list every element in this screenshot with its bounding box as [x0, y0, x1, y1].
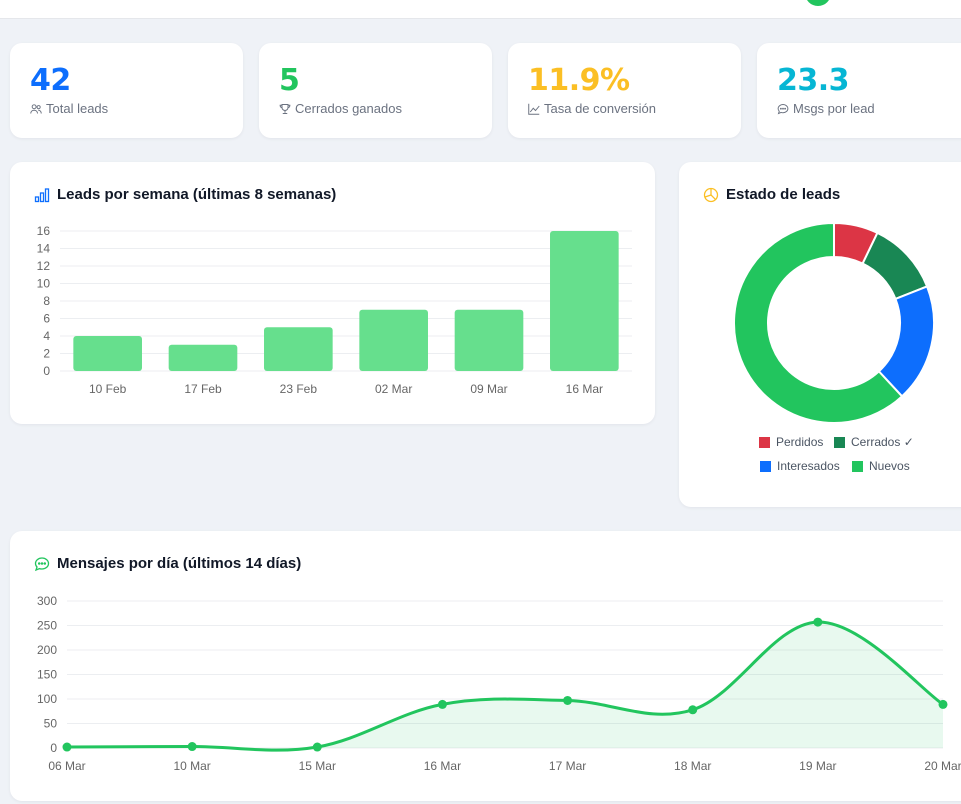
bar	[264, 327, 333, 371]
stat-value: 5	[279, 63, 300, 98]
stat-label-row: Msgs por lead	[777, 101, 875, 116]
legend-item-interesados[interactable]: Interesados	[760, 459, 840, 473]
data-point	[813, 617, 823, 627]
legend-label: Interesados	[777, 459, 840, 473]
y-tick-label: 16	[37, 224, 51, 238]
data-point	[312, 742, 322, 752]
doughnut-slice	[861, 231, 929, 301]
data-point	[563, 695, 573, 705]
graph-up-icon	[528, 103, 540, 115]
stat-value: 11.9%	[528, 63, 630, 98]
stat-label: Total leads	[46, 101, 109, 116]
stat-value: 42	[30, 63, 71, 98]
y-tick-label: 4	[43, 329, 50, 343]
weekly-leads-bar-chart: 0 2 4 6 8 10 12 14 16 10 Feb 17 Feb 23 Feb 02 Mar 09 …	[37, 224, 632, 396]
legend-item-perdidos[interactable]: Perdidos	[759, 435, 823, 449]
legend-label: Perdidos	[776, 435, 824, 449]
x-tick-label: 19 Mar	[799, 759, 836, 773]
legend-item-cerrados[interactable]: Cerrados ✓	[834, 435, 914, 449]
x-tick-label: 06 Mar	[48, 759, 85, 773]
y-tick-label: 200	[37, 643, 57, 657]
y-tick-label: 8	[43, 294, 50, 308]
weekly-leads-card: Leads por semana (últimas 8 semanas) 0 2 4…	[10, 162, 655, 424]
stat-card-conversion-rate: 11.9% Tasa de conversión	[508, 43, 741, 138]
bar	[168, 344, 238, 371]
pie-chart-icon	[703, 187, 719, 202]
stat-card-msgs-per-lead: 23.3 Msgs por lead	[757, 43, 961, 138]
legend-swatch	[834, 436, 845, 448]
stat-label: Msgs por lead	[793, 101, 875, 116]
chat-icon	[777, 103, 789, 114]
legend-swatch	[760, 460, 771, 472]
stat-card-total-leads: 42 Total leads	[10, 43, 243, 138]
y-tick-label: 0	[43, 364, 50, 378]
data-point	[187, 742, 197, 752]
legend-label: Cerrados ✓	[851, 435, 914, 449]
y-tick-label: 0	[50, 741, 57, 755]
bar	[73, 336, 142, 371]
x-tick-label: 16 Mar	[424, 759, 461, 773]
x-tick-label: 10 Feb	[89, 382, 127, 396]
x-tick-label: 15 Mar	[299, 759, 336, 773]
y-tick-label: 100	[37, 692, 57, 706]
card-title: Leads por semana (últimas 8 semanas)	[57, 186, 337, 203]
data-point	[437, 699, 447, 709]
card-header: Mensajes por día (últimos 14 días)	[34, 555, 301, 572]
x-tick-label: 17 Mar	[549, 759, 586, 773]
top-navbar	[0, 0, 961, 19]
trophy-icon	[279, 103, 291, 114]
stat-card-closed-won: 5 Cerrados ganados	[259, 43, 492, 138]
x-tick-label: 10 Mar	[173, 759, 210, 773]
y-tick-label: 10	[37, 277, 51, 291]
x-tick-label: 23 Feb	[280, 382, 318, 396]
legend-swatch	[852, 460, 863, 472]
bar-chart-icon	[34, 187, 50, 202]
bar	[359, 309, 428, 371]
y-tick-label: 150	[37, 668, 57, 682]
data-point	[62, 742, 72, 752]
doughnut-slice	[733, 221, 904, 424]
lead-status-doughnut-chart	[733, 221, 935, 424]
legend-label: Nuevos	[869, 459, 910, 473]
y-tick-label: 6	[43, 312, 50, 326]
y-tick-label: 14	[37, 242, 51, 256]
card-title: Mensajes por día (últimos 14 días)	[57, 555, 302, 572]
x-tick-label: 20 Mar	[924, 759, 961, 773]
data-point	[938, 699, 948, 709]
card-header: Leads por semana (últimas 8 semanas)	[34, 186, 336, 203]
x-tick-label: 02 Mar	[375, 382, 412, 396]
legend-item-nuevos[interactable]: Nuevos	[852, 459, 910, 473]
stat-label: Cerrados ganados	[295, 101, 402, 116]
stat-label-row: Tasa de conversión	[528, 101, 656, 116]
bar	[550, 231, 619, 371]
area-fill	[67, 622, 943, 751]
card-title: Estado de leads	[726, 186, 841, 203]
x-tick-label: 16 Mar	[566, 382, 603, 396]
user-avatar[interactable]	[805, 0, 831, 6]
stat-label: Tasa de conversión	[544, 101, 657, 116]
series-line	[66, 620, 944, 752]
chat-dots-icon	[34, 556, 50, 571]
card-header: Estado de leads	[703, 186, 840, 203]
x-tick-label: 17 Feb	[184, 382, 222, 396]
bar	[454, 309, 524, 371]
stat-label-row: Cerrados ganados	[279, 101, 402, 116]
daily-messages-card: Mensajes por día (últimos 14 días) 0 50 10…	[10, 531, 961, 801]
users-icon	[30, 103, 42, 114]
data-point	[688, 705, 698, 715]
legend-swatch	[759, 436, 770, 448]
daily-messages-line-chart: 0 50 100 150 200 250 300 06 Mar 10 Mar 15 Mar 16 M…	[37, 594, 961, 773]
y-tick-label: 300	[37, 594, 57, 608]
y-tick-label: 50	[44, 717, 58, 731]
lead-status-card: Estado de leads Perdidos Cerrados ✓ Inte…	[679, 162, 961, 507]
stat-label-row: Total leads	[30, 101, 108, 116]
y-tick-label: 2	[43, 347, 50, 361]
x-tick-label: 18 Mar	[674, 759, 711, 773]
y-tick-label: 12	[37, 259, 51, 273]
x-tick-label: 09 Mar	[470, 382, 507, 396]
stat-value: 23.3	[777, 63, 850, 98]
y-tick-label: 250	[37, 619, 57, 633]
